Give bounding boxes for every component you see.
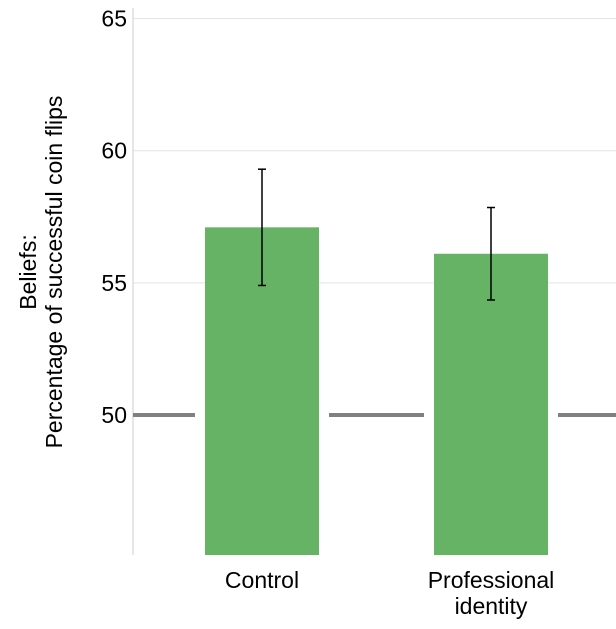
error-bars: [258, 168, 495, 301]
y-tick-label: 50: [101, 402, 127, 428]
bars: [195, 227, 558, 556]
category-label: Professional identity: [428, 567, 555, 619]
y-tick-label: 55: [101, 270, 127, 296]
category-label: Control: [225, 567, 299, 593]
bar-professional-identity: [434, 253, 548, 556]
y-tick-label: 65: [101, 6, 127, 32]
category-labels: Control Professional identity: [225, 567, 554, 619]
y-tick-label: 60: [101, 138, 127, 164]
y-axis-title: Beliefs:Percentage of successful coin fl…: [15, 96, 67, 449]
y-tick-labels: 50 55 60 65: [101, 6, 127, 428]
